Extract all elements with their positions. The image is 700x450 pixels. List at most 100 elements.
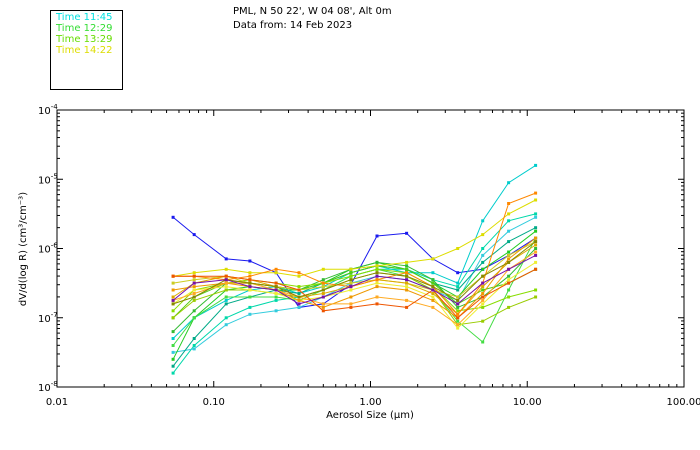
data-point (375, 285, 379, 289)
data-point (481, 247, 485, 250)
data-point (297, 274, 301, 278)
data-point (192, 281, 196, 285)
y-tick-label: 10-6 (38, 242, 58, 256)
data-point (248, 259, 252, 263)
data-point (171, 295, 175, 299)
data-point (349, 271, 353, 275)
data-point (534, 288, 538, 292)
data-point (507, 250, 511, 254)
data-point (507, 274, 511, 278)
data-point (481, 267, 485, 271)
data-point (321, 281, 325, 285)
data-point (349, 267, 353, 271)
data-point (405, 274, 409, 278)
data-point (456, 281, 460, 285)
data-point (248, 274, 252, 278)
data-point (192, 288, 196, 292)
data-point (431, 285, 435, 289)
data-point (171, 274, 175, 278)
data-point (481, 305, 485, 309)
data-point (321, 285, 325, 289)
data-point (375, 302, 379, 306)
data-point (192, 309, 196, 313)
data-point (534, 229, 538, 233)
data-point (481, 340, 485, 344)
data-point (507, 305, 511, 309)
data-point (171, 364, 175, 368)
y-axis-label: dV/d(log R) (cm³/cm⁻³) (18, 192, 29, 306)
y-tick-label: 10-7 (38, 311, 58, 325)
data-point (534, 163, 538, 167)
data-point (224, 267, 228, 271)
y-tick-label: 10-4 (38, 103, 58, 117)
axis-labels-layer: Aerosol Size (μm) dV/d(log R) (cm³/cm⁻³)… (18, 103, 700, 421)
data-point (534, 267, 538, 271)
data-point (405, 278, 409, 282)
data-point (349, 281, 353, 285)
data-point (405, 267, 409, 271)
data-point (507, 260, 511, 264)
data-point (248, 295, 252, 299)
data-point (349, 285, 353, 289)
data-point (171, 302, 175, 306)
data-point (375, 274, 379, 278)
data-point (274, 281, 278, 285)
data-point (192, 285, 196, 289)
data-point (321, 292, 325, 295)
data-point (297, 285, 301, 289)
data-point (321, 278, 325, 282)
data-point (405, 305, 409, 309)
data-point (224, 257, 228, 261)
series-yellow-a (171, 198, 538, 278)
data-point (274, 285, 278, 289)
data-point (456, 285, 460, 289)
data-point (297, 302, 301, 306)
data-point (507, 267, 511, 271)
data-point (349, 274, 353, 278)
data-point (224, 278, 228, 282)
data-point (456, 305, 460, 309)
data-point (375, 295, 379, 299)
data-point (534, 212, 538, 216)
data-point (456, 288, 460, 292)
data-point (274, 271, 278, 275)
data-point (481, 260, 485, 264)
data-point (349, 305, 353, 309)
data-point (224, 274, 228, 278)
data-point (507, 181, 511, 185)
data-point (349, 302, 353, 306)
data-point (507, 281, 511, 285)
data-point (456, 312, 460, 316)
x-tick-label: 0.10 (203, 397, 225, 408)
data-point (375, 271, 379, 275)
data-point (481, 288, 485, 292)
data-point (274, 292, 278, 295)
data-point (224, 302, 228, 306)
data-point (481, 274, 485, 278)
data-point (375, 264, 379, 268)
data-point (321, 267, 325, 271)
data-point (507, 240, 511, 244)
date-header: Data from: 14 Feb 2023 (233, 20, 353, 31)
data-point (481, 295, 485, 299)
data-point (481, 319, 485, 323)
data-point (297, 288, 301, 292)
data-point (375, 281, 379, 285)
series-green-d (171, 264, 538, 320)
data-point (507, 229, 511, 233)
data-point (248, 288, 252, 292)
data-point (224, 285, 228, 289)
data-point (248, 312, 252, 316)
data-point (171, 281, 175, 285)
data-point (534, 295, 538, 299)
data-point (431, 288, 435, 292)
data-point (192, 298, 196, 302)
y-tick-label: 10-5 (38, 172, 58, 186)
data-point (405, 271, 409, 275)
data-point (456, 295, 460, 299)
data-point (224, 316, 228, 320)
data-point (456, 298, 460, 302)
data-point (224, 295, 228, 299)
data-point (534, 226, 538, 230)
